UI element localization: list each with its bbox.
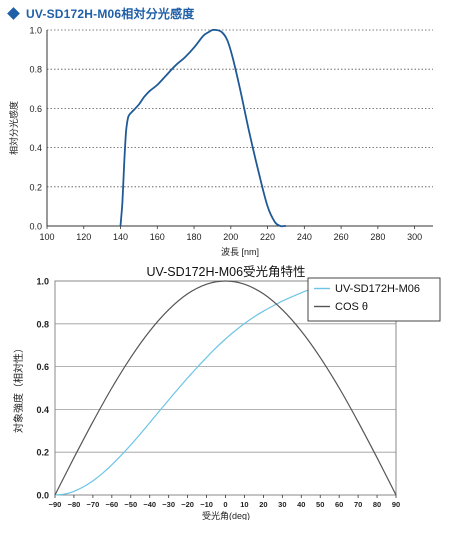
x-tick-label: −60: [105, 500, 118, 509]
legend-box: [307, 277, 441, 322]
y-tick-label: 0.6: [36, 362, 49, 372]
legend: UV-SD172H-M06 COS θ: [307, 277, 441, 322]
x-tick-label: 80: [373, 500, 381, 509]
diamond-bullet-icon: [7, 6, 20, 20]
x-tick-label: 100: [39, 232, 54, 242]
x-tick-label: −10: [200, 500, 213, 509]
y-axis-label: 相対分光感度: [8, 101, 19, 155]
y-tick-label: 0.8: [29, 65, 42, 75]
x-tick-label: 280: [370, 232, 385, 242]
y-axis-label: 対象強度（相対性）: [12, 343, 25, 433]
y-tick-label: 0.2: [36, 448, 49, 458]
x-tick-label: 120: [76, 232, 91, 242]
x-tick-label: 300: [407, 232, 422, 242]
x-axis-label: 受光角(deg): [202, 510, 250, 520]
y-tick-label: 0.8: [36, 319, 49, 329]
y-tick-label: 1.0: [29, 26, 42, 36]
legend-label: UV-SD172H-M06: [335, 283, 420, 295]
x-tick-label: 240: [297, 232, 312, 242]
x-tick-label: −40: [143, 500, 156, 509]
x-tick-label: 60: [335, 500, 343, 509]
x-tick-label: 160: [150, 232, 165, 242]
spectral-sensitivity-chart: 0.0 0.2 0.4 0.6 0.8 1.0 100 120 140 160 180 200 220 2…: [8, 26, 433, 257]
y-tick-label: 0.4: [36, 405, 49, 415]
x-tick-label: 20: [259, 500, 267, 509]
x-tick-label: −50: [124, 500, 137, 509]
section-header: UV-SD172H-M06相対分光感度: [6, 4, 195, 22]
legend-label: COS θ: [335, 301, 368, 313]
series-line-cos: [54, 280, 397, 496]
angular-characteristic-chart: UV-SD172H-M06受光角特性0.00.20.40.60.81.0−90−…: [12, 264, 441, 520]
x-tick-label: 90: [392, 500, 400, 509]
x-tick-label: 180: [187, 232, 202, 242]
y-tick-label: 0.0: [36, 491, 49, 501]
x-tick-label: −30: [162, 500, 175, 509]
x-tick-label: 200: [223, 232, 238, 242]
x-tick-label: 30: [278, 500, 286, 509]
x-tick-label: −20: [181, 500, 194, 509]
x-axis-label: 波長 [nm]: [221, 246, 259, 257]
x-tick-label: −70: [87, 500, 100, 509]
series-line-spectral: [119, 28, 286, 228]
x-tick-label: 260: [334, 232, 349, 242]
x-tick-label: 10: [240, 500, 248, 509]
chart-title: UV-SD172H-M06受光角特性: [146, 264, 305, 279]
x-tick-label: 70: [354, 500, 362, 509]
y-tick-label: 0.4: [29, 143, 42, 153]
x-tick-label: 220: [260, 232, 275, 242]
y-tick-label: 0.0: [29, 222, 42, 232]
x-tick-label: 40: [297, 500, 305, 509]
x-tick-label: 0: [223, 500, 227, 509]
x-tick-label: 140: [113, 232, 128, 242]
x-tick-label: 50: [316, 500, 324, 509]
x-tick-label: −80: [68, 500, 81, 509]
x-tick-label: −90: [49, 500, 62, 509]
y-tick-label: 0.6: [29, 104, 42, 114]
section-title: UV-SD172H-M06相対分光感度: [26, 6, 195, 21]
y-tick-label: 0.2: [29, 182, 42, 192]
y-tick-label: 1.0: [36, 277, 49, 287]
